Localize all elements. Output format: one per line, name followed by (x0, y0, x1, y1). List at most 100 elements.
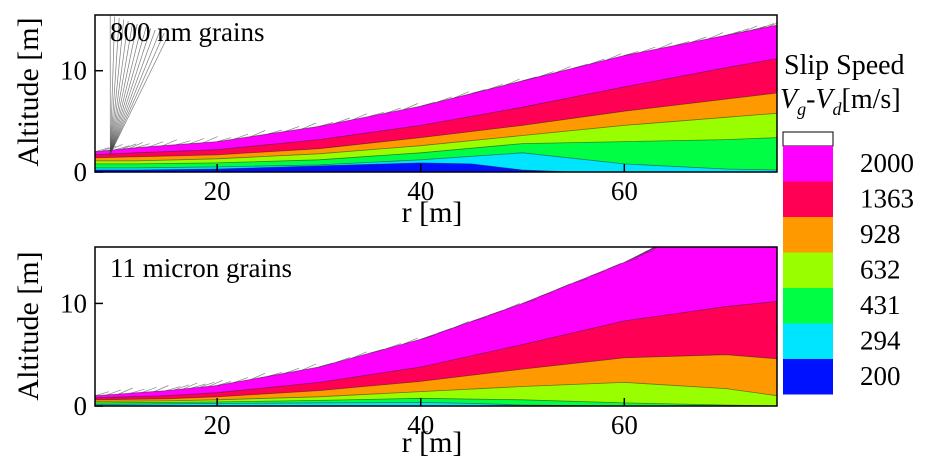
streak-line (174, 384, 189, 391)
x-axis-title: r [m] (402, 426, 463, 459)
streak-line (109, 29, 156, 154)
streak-line (267, 129, 283, 135)
streak-line (556, 66, 571, 73)
streak-line (639, 250, 654, 256)
streak-line (522, 299, 537, 304)
streak-line (505, 303, 520, 310)
legend-swatch (783, 288, 833, 324)
legend-level-label: 431 (860, 290, 901, 320)
streak-line (318, 362, 333, 368)
panel-800nm: 20 40 60 0 10 800 nm grains r [m] Altitude [… (12, 14, 778, 229)
legend-v-symbol: V (815, 84, 835, 115)
streak-line (624, 51, 639, 56)
tick-marks: 20 40 60 0 10 (60, 288, 638, 440)
streak-line (109, 19, 125, 154)
streak-line (217, 137, 232, 142)
legend-level-label: 2000 (860, 148, 914, 178)
streak-line (335, 117, 351, 124)
streak-line (539, 291, 554, 297)
streak-line (115, 145, 130, 151)
streak-line (420, 101, 435, 107)
y-tick-label: 0 (74, 391, 88, 421)
streamline-streaks (95, 247, 758, 397)
legend-level-label: 200 (860, 361, 901, 391)
tick-marks: 20 40 60 0 10 (60, 56, 638, 206)
streak-line (437, 327, 452, 334)
streak-line (644, 247, 659, 253)
contour-band-294 (95, 401, 777, 406)
x-tick-label: 20 (204, 410, 231, 440)
streak-line (166, 386, 181, 391)
plot-frame (94, 14, 778, 173)
streak-line (284, 126, 300, 132)
streak-line (267, 371, 283, 377)
contour-bands (95, 24, 777, 172)
streak-line (658, 42, 673, 50)
streak-line (208, 379, 223, 387)
streak-line (109, 26, 147, 154)
legend-sub-d: d (833, 99, 843, 119)
panel-label: 11 micron grains (110, 253, 292, 283)
streak-line (629, 254, 644, 261)
legend-level-label: 1363 (860, 184, 914, 214)
streak-line (95, 147, 110, 153)
streak-line (437, 96, 452, 103)
streak-line (352, 113, 368, 121)
streak-line (624, 258, 639, 263)
streak-line (318, 122, 333, 127)
streak-line (759, 23, 775, 29)
legend-dash: - (806, 84, 815, 115)
streak-line (607, 262, 622, 270)
streak-line (142, 386, 157, 393)
streak-line (386, 107, 401, 114)
streak-line (386, 343, 401, 349)
streak-line (135, 143, 150, 149)
legend-swatches: 2000 1363 928 632 431 294 200 (783, 146, 914, 395)
streak-line (756, 247, 758, 248)
streak-line (109, 17, 120, 154)
streak-line (109, 34, 170, 154)
x-tick-label: 60 (611, 410, 638, 440)
plot-frame (94, 246, 778, 407)
legend-swatch (783, 323, 833, 359)
streak-line (335, 357, 351, 363)
streak-line (106, 389, 122, 396)
streak-line (641, 46, 656, 53)
streak-line (233, 377, 249, 383)
streak-line (454, 91, 469, 99)
streak-line (471, 317, 486, 322)
streak-line (301, 363, 317, 371)
contour-band-632 (95, 381, 777, 406)
streak-line (505, 78, 520, 86)
streak-line (130, 388, 145, 394)
streak-line (539, 71, 554, 77)
legend-top-swatch (782, 131, 834, 147)
legend-v-symbol: V (780, 84, 800, 115)
legend-subtitle: Vg-Vd[m/s] (780, 84, 901, 119)
streak-line (109, 22, 134, 154)
streak-line (109, 23, 138, 154)
streak-line (176, 140, 191, 146)
streak-line (692, 36, 707, 43)
streak-line (454, 321, 469, 328)
streak-line (109, 32, 165, 154)
streak-line (200, 381, 215, 388)
legend-unit: [m/s] (842, 84, 901, 115)
streak-line (203, 136, 218, 143)
streak-line (590, 270, 605, 277)
legend-title: Slip Speed (784, 50, 905, 81)
legend-swatch (783, 252, 833, 288)
x-tick-label: 20 (204, 176, 231, 206)
streak-line (183, 382, 198, 390)
streak-line (352, 351, 368, 359)
legend-level-label: 294 (860, 326, 901, 356)
streak-line (488, 310, 503, 316)
x-tick-label: 60 (611, 176, 638, 206)
x-tick-label: 40 (407, 410, 434, 440)
streak-line (191, 383, 206, 389)
streak-line (121, 143, 137, 150)
streak-line (128, 142, 144, 149)
streamline-streaks (95, 15, 777, 154)
streak-line (149, 141, 164, 148)
